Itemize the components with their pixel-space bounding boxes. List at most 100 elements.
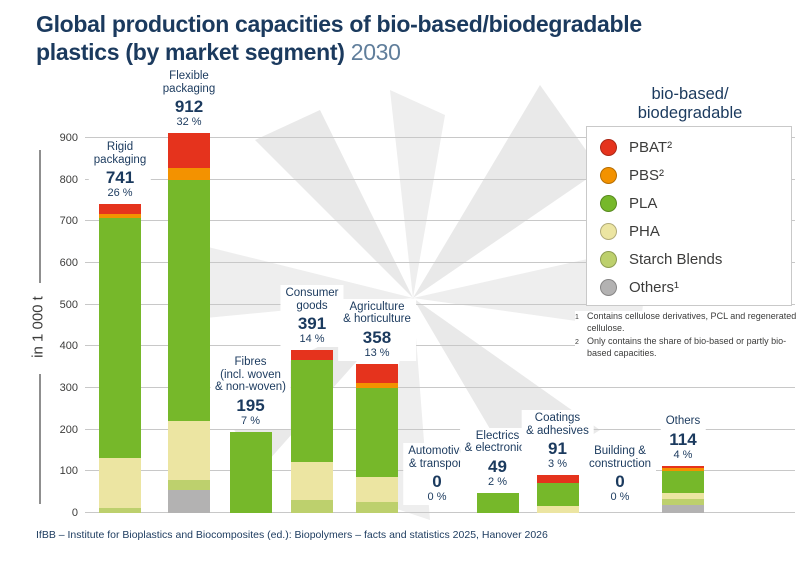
bar-label-1: Flexible packaging 912 32 % [157,68,221,130]
bar-segment-pla [662,470,704,494]
bar-segment-pha [662,493,704,499]
legend-item-label: Starch Blends [629,250,723,268]
source-line: IfBB – Institute for Bioplastics and Bio… [36,529,548,541]
bar-label-0: Rigid packaging 741 26 % [88,139,152,202]
category-value: 391 [297,314,327,334]
category-percent: 3 % [548,458,567,471]
category-percent: 13 % [364,346,390,359]
category-name: Rigid packaging [93,141,147,166]
bar-segment-pla [99,218,141,459]
y-tick-label-600: 600 [59,257,78,269]
footnotes: 1 Contains cellulose derivatives, PCL an… [575,311,797,361]
legend-item-3: PHA [600,217,791,245]
page-title-line2: plastics (by market segment) 2030 [36,39,401,65]
y-tick-label-800: 800 [59,173,78,186]
footnote-2-marker: 2 [575,339,579,346]
legend-item-2: PLA [600,189,791,217]
category-percent: 14 % [299,333,325,346]
y-tick-label-500: 500 [59,298,78,311]
y-tick-label-200: 200 [59,423,78,436]
category-name: Flexible packaging [162,70,216,95]
bar-segment-pbat [99,204,141,214]
y-tick-label-400: 400 [59,340,78,353]
bar-segment-starch-blends [291,500,333,513]
bar-6 [476,492,519,513]
gridline-400 [85,345,795,347]
page-title-line1: Global production capacities of bio-base… [36,11,642,37]
category-name: Agriculture & horticulture [343,300,411,326]
bar-label-9: Others 114 4 % [660,413,706,463]
bar-segment-pbat [291,350,333,361]
bar-segment-pha [536,505,579,513]
category-value: 91 [548,439,567,459]
bar-2 [229,431,272,513]
footnote-2: 2 Only contains the share of bio-based o… [575,336,797,359]
category-value: 49 [488,456,507,476]
bar-1 [168,133,210,513]
legend-title: bio-based/ biodegradable [637,85,743,122]
y-tick-label-300: 300 [59,382,78,394]
bar-0 [99,204,141,513]
legend-item-label: PLA [629,194,658,212]
bar-segment-pla [229,431,272,513]
bar-segment-pbat [536,475,579,483]
bar-segment-pbs [99,213,141,219]
legend-swatch-icon [600,194,617,212]
category-percent: 26 % [107,187,133,200]
y-tick-label-0: 0 [71,507,78,519]
bar-4 [356,363,398,513]
bar-segment-pbs [168,168,210,180]
bar-segment-pbat [356,363,398,384]
category-percent: 0 % [427,491,447,503]
bar-segment-pla [476,492,519,513]
bar-label-5: Automotive & transport 0 0 % [403,443,471,505]
bar-segment-pbs [662,468,704,471]
bar-label-2: Fibres (incl. woven & non-woven) 195 7 % [210,354,291,429]
bar-segment-starch-blends [356,501,398,513]
legend-item-label: PHA [629,222,660,240]
legend-item-label: Others¹ [629,278,680,296]
y-tick-label-900: 900 [59,132,78,144]
bar-segment-others [168,490,210,513]
bar-label-3: Consumer goods 391 14 % [280,285,344,348]
category-value: 741 [105,168,135,188]
category-name: Electrics & electronics [464,429,531,455]
legend-swatch-icon [600,222,617,240]
legend-item-5: Others¹ [600,273,791,301]
category-name: Coatings & adhesives [526,412,589,437]
bar-segment-pla [536,483,579,506]
bar-9 [662,465,704,513]
category-value: 0 [432,472,442,491]
legend-item-label: PBAT² [629,138,673,156]
gridline-500 [85,303,795,305]
footnote-2-text: Only contains the share of bio-based or … [587,336,787,358]
bar-segment-pbs [356,383,398,389]
category-percent: 4 % [673,448,693,461]
gridline-200 [85,428,795,430]
y-axis-line-bottom [39,374,41,504]
bar-segment-pla [168,179,210,422]
bar-segment-pla [291,360,333,463]
footnote-1-marker: 1 [575,314,579,321]
page-title: Global production capacities of bio-base… [36,10,642,66]
category-percent: 32 % [176,116,202,128]
category-name: Automotive & transport [408,445,466,470]
gridline-300 [85,387,795,388]
category-percent: 7 % [241,414,260,427]
bar-segment-others [662,505,704,513]
bar-segment-pla [356,388,398,478]
gridline-600 [85,262,795,263]
gridline-900 [85,137,795,138]
category-value: 114 [669,429,697,449]
bar-label-8: Building & construction 0 0 % [583,443,657,505]
bar-segment-starch-blends [168,479,210,491]
y-tick-label-100: 100 [59,465,78,478]
bar-label-4: Agriculture & horticulture 358 13 % [338,298,416,361]
bar-segment-pbat [168,133,210,169]
gridline-700 [85,220,795,222]
bar-7 [536,475,579,513]
footnote-1: 1 Contains cellulose derivatives, PCL an… [575,311,797,334]
bar-label-7: Coatings & adhesives 91 3 % [521,410,594,473]
category-value: 195 [236,395,265,415]
y-axis-line-top [39,150,41,283]
